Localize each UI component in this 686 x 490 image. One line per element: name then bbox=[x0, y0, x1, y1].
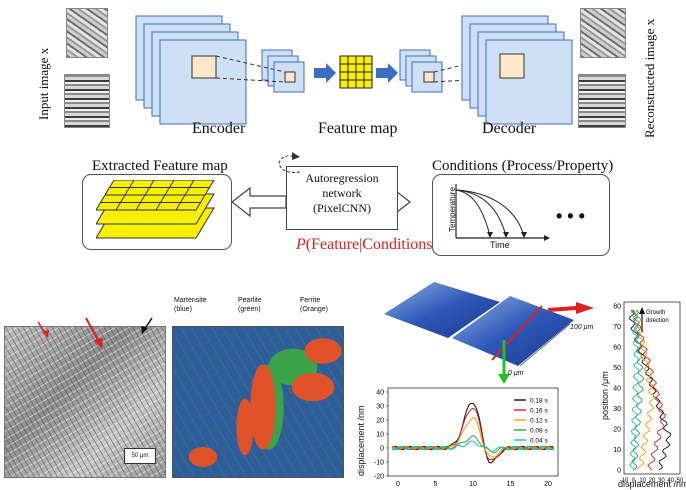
conditions-panel bbox=[432, 174, 610, 256]
arrow-to-feature bbox=[314, 63, 336, 83]
disp-ytick-label: 20 bbox=[376, 418, 384, 425]
reconstructed-image-bottom bbox=[578, 74, 626, 128]
cooling-curves bbox=[455, 184, 550, 241]
disp-xtick-label: 0 bbox=[396, 481, 400, 488]
pos-ytick-label: 30 bbox=[613, 406, 621, 413]
disp-xtick-label: 15 bbox=[507, 481, 515, 488]
arrow-from-feature bbox=[376, 63, 398, 83]
green-arrow-head bbox=[498, 374, 510, 384]
input-image-top bbox=[66, 8, 108, 58]
pos-xtick-label: 0 bbox=[632, 478, 636, 484]
autoregression-line3: (PixelCNN) bbox=[313, 201, 371, 215]
pos-xtick-label: 10 bbox=[639, 478, 646, 484]
pos-xtick-label: 30 bbox=[658, 478, 665, 484]
martensite-label: Martensite (blue) bbox=[174, 297, 207, 313]
pos-ytick-label: 70 bbox=[613, 324, 621, 331]
disp-ytick-label: 0 bbox=[380, 446, 384, 453]
surface-label-0: 0 μm bbox=[508, 370, 524, 377]
pos-xtick-label: 40 bbox=[667, 478, 674, 484]
disp-xtick-label: 5 bbox=[434, 481, 438, 488]
encoder-small-stack bbox=[261, 49, 305, 93]
growth-arrow-head bbox=[639, 307, 645, 314]
disp-series-line bbox=[391, 440, 555, 452]
feature-map-top-layer bbox=[96, 180, 215, 211]
pos-ytick-label: 40 bbox=[613, 386, 621, 393]
pos-ylabel: position /μm bbox=[600, 371, 610, 420]
pos-xtick-label: 50 bbox=[677, 478, 684, 484]
probability-p: P bbox=[296, 236, 306, 253]
surface-right bbox=[452, 296, 574, 366]
pos-series-line bbox=[630, 309, 667, 471]
surface-3d bbox=[384, 282, 594, 384]
probability-rest: (Feature|Conditions) bbox=[305, 236, 438, 253]
decoder-small-stack bbox=[399, 49, 443, 93]
feature-map-label: Feature map bbox=[318, 120, 398, 137]
growth-label-2: direction bbox=[646, 318, 669, 324]
scale-bar-label: 50 μm bbox=[131, 453, 149, 459]
disp-legend-label: 0.04 s bbox=[530, 438, 548, 445]
pos-xtick-label: 20 bbox=[649, 478, 656, 484]
growth-label-1: Growth bbox=[646, 310, 665, 316]
conditions-label: Conditions (Process/Property) bbox=[432, 158, 614, 174]
reconstructed-image-label: Reconstructed image x bbox=[642, 18, 657, 138]
surface-label-100: 100 μm bbox=[570, 324, 594, 331]
disp-xtick-label: 20 bbox=[544, 481, 552, 488]
disp-ytick-label: 40 bbox=[376, 390, 384, 397]
autoregression-box: Autoregression network (PixelCNN) bbox=[286, 166, 398, 230]
displacement-chart: 40 30 20 10 0 -10 -20 0 5 10 15 20 0.18 s 0.16 s 0.1… bbox=[374, 387, 559, 488]
disp-legend-label: 0.12 s bbox=[530, 418, 548, 425]
ferrite-label: Ferrite (Orange) bbox=[300, 297, 329, 313]
left-hollow-arrow bbox=[231, 186, 287, 218]
time-axis-label: Time bbox=[490, 240, 510, 250]
disp-ylabel: displacement /nm bbox=[356, 405, 366, 476]
pearlite-label: Pearlite (green) bbox=[238, 297, 262, 313]
self-loop-arrow bbox=[278, 152, 301, 173]
disp-legend-label: 0.08 s bbox=[530, 428, 548, 435]
disp-series-line bbox=[391, 434, 555, 454]
disp-legend-label: 0.18 s bbox=[530, 398, 548, 405]
disp-ytick-label: 30 bbox=[376, 404, 384, 411]
autoencoder-diagram bbox=[135, 15, 573, 125]
pos-ytick-label: 80 bbox=[613, 304, 621, 311]
encoder-stack bbox=[135, 15, 247, 125]
scale-bar-box: 50 μm bbox=[124, 448, 156, 464]
stacked-feature-maps bbox=[96, 180, 215, 239]
disp-plot-frame bbox=[387, 387, 559, 477]
crack-line bbox=[491, 305, 543, 361]
red-arrow bbox=[548, 302, 594, 314]
pos-ytick-label: 0 bbox=[617, 468, 621, 475]
probability-label: P(Feature|Conditions) bbox=[296, 236, 438, 254]
temperature-axis-label: Temperature bbox=[448, 187, 457, 232]
disp-ytick-label: -10 bbox=[374, 460, 384, 467]
pos-ytick-label: 20 bbox=[613, 427, 621, 434]
reconstructed-image-top bbox=[580, 8, 626, 58]
extracted-feature-label: Extracted Feature map bbox=[92, 158, 228, 174]
pos-ytick-label: 60 bbox=[613, 345, 621, 352]
surface-left bbox=[384, 282, 500, 338]
decoder-label: Decoder bbox=[482, 120, 537, 137]
pos-series-line bbox=[629, 309, 640, 471]
pos-series-line bbox=[634, 309, 656, 471]
disp-legend-label: 0.16 s bbox=[530, 408, 548, 415]
sem-arrows bbox=[37, 317, 153, 349]
pos-ytick-label: 50 bbox=[613, 365, 621, 372]
decoder-stack bbox=[461, 15, 573, 125]
disp-ytick-label: 10 bbox=[376, 432, 384, 439]
encoder-label: Encoder bbox=[192, 120, 246, 137]
input-image-bottom bbox=[64, 74, 110, 128]
pos-ytick-label: 10 bbox=[613, 447, 621, 454]
pos-xtick-label: -10 bbox=[620, 478, 629, 484]
pos-xlabel: displacement /nm bbox=[618, 479, 686, 489]
ellipsis: • • • bbox=[556, 206, 585, 226]
autoregression-line1: Autoregression bbox=[305, 171, 379, 185]
autoregression-line2: network bbox=[322, 186, 362, 200]
phase-map bbox=[172, 326, 344, 478]
disp-xtick-label: 10 bbox=[469, 481, 477, 488]
feature-map-grid bbox=[339, 55, 373, 89]
disp-ytick-label: -20 bbox=[374, 474, 384, 481]
